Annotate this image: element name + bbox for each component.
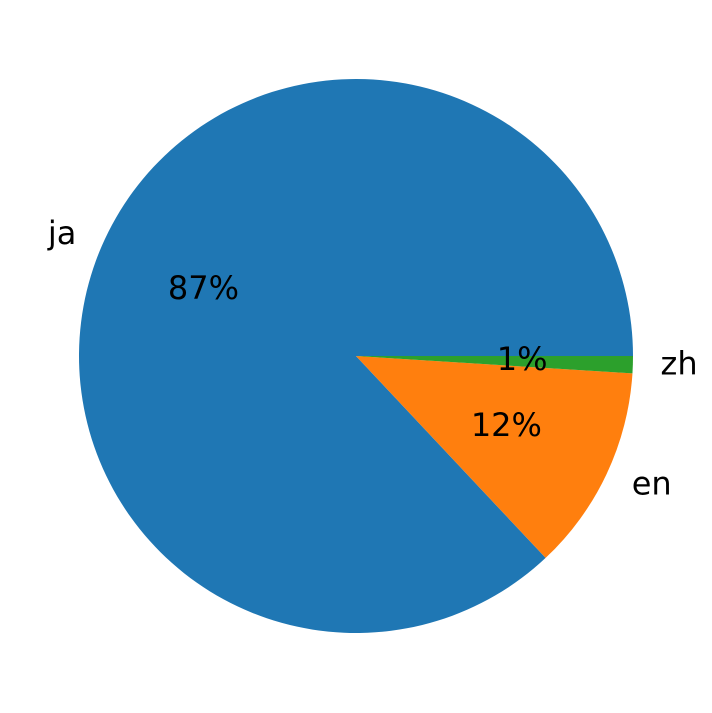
value-label: 1%: [497, 340, 548, 378]
pie-slice: [356, 356, 633, 374]
slice-label: zh: [661, 345, 698, 383]
pie-slice: [79, 79, 633, 634]
slice-label: en: [632, 465, 672, 503]
pie-slice: [356, 356, 633, 558]
value-label: 12%: [471, 406, 542, 444]
value-label: 87%: [168, 269, 239, 307]
slice-label: ja: [47, 214, 77, 252]
